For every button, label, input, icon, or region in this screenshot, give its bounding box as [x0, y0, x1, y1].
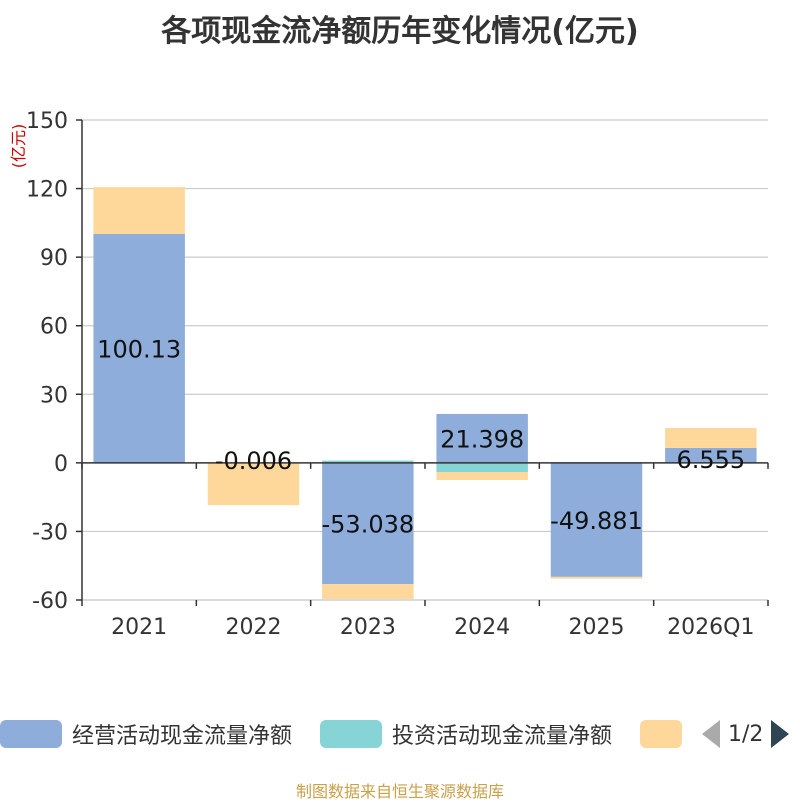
y-tick-label: 150: [26, 109, 68, 134]
legend-swatch-investing: [320, 720, 382, 748]
legend-label-operating: 经营活动现金流量净额: [72, 724, 293, 749]
legend-swatch-financing: [640, 720, 682, 748]
source-note: 制图数据来自恒生聚源数据库: [295, 782, 504, 801]
legend-next-page-icon[interactable]: [771, 720, 790, 748]
bar-2023-series-2: [322, 584, 414, 599]
y-tick-label: -30: [32, 520, 68, 545]
data-label-2025: -49.881: [550, 507, 643, 535]
data-label-2026Q1: 6.555: [676, 446, 745, 474]
y-axis-title: (亿元): [9, 124, 28, 169]
x-tick-label: 2022: [226, 615, 282, 640]
bar-2023-series-0: [322, 462, 414, 585]
legend-item-operating[interactable]: 经营活动现金流量净额: [0, 716, 292, 752]
bar-2022-series-2: [207, 462, 300, 506]
legend-item-financing[interactable]: [640, 716, 682, 752]
legend-prev-page-icon[interactable]: [702, 720, 720, 748]
legend-label-investing: 投资活动现金流量净额: [392, 724, 613, 749]
data-label-2021: 100.13: [97, 335, 181, 363]
bar-2021-series-2: [93, 187, 185, 234]
x-tick-label: 2021: [111, 615, 167, 640]
bar-2025-series-2: [550, 576, 643, 579]
bar-2024-series-0: [436, 413, 528, 463]
bar-2023-series-1: [322, 460, 414, 463]
y-tick-label: 120: [26, 178, 68, 203]
chart-title: 各项现金流净额历年变化情况(亿元): [161, 14, 639, 49]
data-label-2023: -53.038: [322, 510, 415, 538]
bar-2024-series-2: [436, 472, 528, 480]
bar-2026Q1-series-2: [665, 427, 757, 448]
legend-pager: 1/2: [702, 716, 790, 752]
x-tick-label: 2024: [454, 615, 510, 640]
y-tick-label: 60: [40, 315, 68, 340]
bar-2026Q1-series-0: [665, 447, 757, 463]
legend-item-investing[interactable]: 投资活动现金流量净额: [320, 716, 612, 752]
legend: 经营活动现金流量净额 投资活动现金流量净额 1/2: [0, 716, 800, 756]
y-tick-label: -60: [32, 589, 68, 614]
bar-2024-series-1: [436, 462, 528, 472]
x-tick-label: 2023: [340, 615, 396, 640]
chart-plot: 150 120 90 60 30 0 -30 -60 (亿元) 2021 2022 2023 2024 2…: [9, 109, 769, 640]
data-label-2024: 21.398: [440, 425, 524, 453]
legend-swatch-operating: [0, 720, 62, 748]
y-tick-label: 30: [40, 383, 68, 408]
data-label-2022: -0.006: [215, 447, 292, 475]
x-tick-label: 2026Q1: [667, 615, 754, 640]
y-tick-label: 90: [40, 246, 68, 271]
legend-page-indicator: 1/2: [728, 721, 764, 747]
bar-2025-series-0: [550, 462, 643, 577]
bar-2021-series-0: [93, 233, 185, 463]
y-tick-label: 0: [54, 452, 68, 477]
x-tick-label: 2025: [569, 615, 625, 640]
